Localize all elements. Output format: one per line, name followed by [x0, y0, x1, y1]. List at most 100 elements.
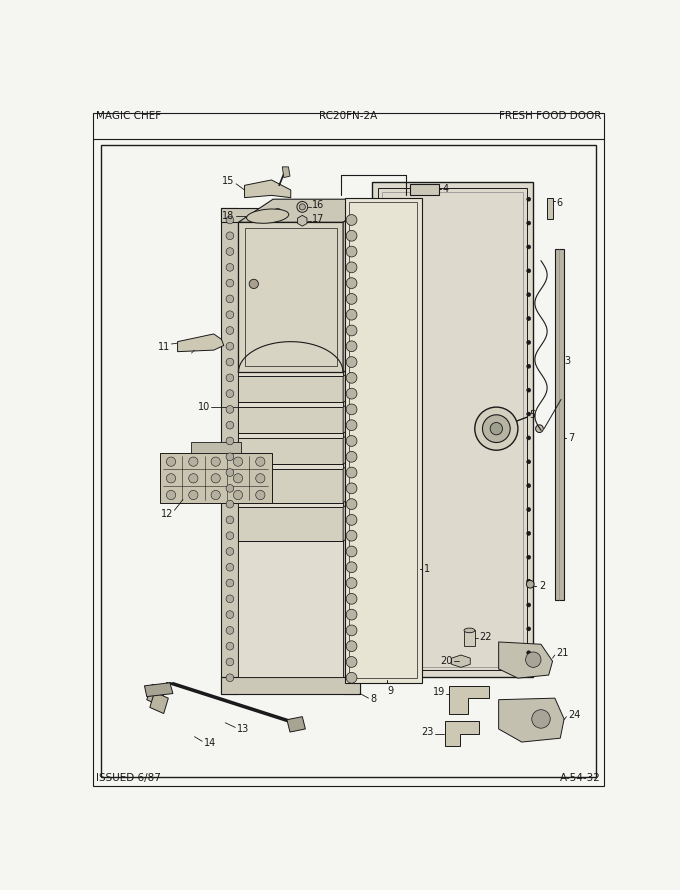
Circle shape [226, 674, 234, 682]
Polygon shape [239, 407, 343, 433]
Circle shape [167, 490, 175, 499]
Circle shape [346, 483, 357, 494]
Circle shape [346, 625, 357, 635]
Bar [464, 630, 475, 646]
Circle shape [226, 232, 234, 239]
Ellipse shape [247, 209, 289, 223]
Polygon shape [445, 721, 479, 746]
Circle shape [226, 595, 234, 603]
Circle shape [226, 358, 234, 366]
Text: 22: 22 [479, 632, 492, 642]
Text: 8: 8 [370, 693, 376, 703]
Circle shape [226, 579, 234, 587]
Circle shape [475, 407, 518, 450]
Polygon shape [144, 683, 173, 697]
Text: 2: 2 [539, 581, 546, 591]
Text: 1: 1 [424, 563, 430, 574]
Circle shape [346, 435, 357, 447]
Polygon shape [345, 198, 422, 683]
Circle shape [527, 245, 530, 249]
Text: A-54-32: A-54-32 [560, 773, 601, 783]
Circle shape [346, 420, 357, 431]
Circle shape [526, 652, 541, 668]
Polygon shape [343, 208, 360, 693]
Polygon shape [343, 362, 364, 402]
Circle shape [297, 201, 307, 213]
Text: 7: 7 [568, 433, 574, 443]
Circle shape [299, 204, 305, 210]
Circle shape [226, 327, 234, 335]
Text: 15: 15 [222, 175, 235, 186]
Bar [190, 441, 241, 453]
Polygon shape [222, 208, 239, 693]
Text: RC20FN-2A: RC20FN-2A [320, 110, 377, 121]
Circle shape [226, 406, 234, 413]
Circle shape [527, 198, 530, 201]
Circle shape [249, 279, 258, 288]
Text: 3: 3 [564, 356, 571, 366]
Text: 13: 13 [237, 724, 249, 734]
Polygon shape [245, 180, 291, 198]
Circle shape [256, 490, 265, 499]
Text: ISSUED 6/87: ISSUED 6/87 [96, 773, 160, 783]
Polygon shape [498, 642, 553, 678]
Circle shape [226, 263, 234, 271]
Circle shape [527, 269, 530, 272]
Circle shape [226, 658, 234, 666]
Polygon shape [239, 507, 343, 541]
Circle shape [346, 514, 357, 525]
Text: 6: 6 [556, 198, 562, 207]
Polygon shape [498, 698, 564, 742]
Circle shape [189, 457, 198, 466]
Circle shape [346, 451, 357, 462]
Circle shape [346, 231, 357, 241]
Circle shape [527, 603, 530, 607]
Ellipse shape [464, 628, 475, 633]
Text: 19: 19 [432, 687, 445, 697]
Text: 11: 11 [158, 343, 170, 352]
Circle shape [226, 437, 234, 445]
Circle shape [226, 374, 234, 382]
Polygon shape [343, 199, 378, 372]
Text: 24: 24 [568, 710, 580, 720]
Circle shape [536, 425, 543, 433]
Circle shape [226, 421, 234, 429]
Circle shape [490, 423, 503, 435]
Circle shape [483, 415, 510, 442]
Circle shape [532, 709, 550, 728]
Polygon shape [343, 424, 364, 464]
Circle shape [346, 672, 357, 684]
Bar [547, 198, 554, 219]
Polygon shape [452, 655, 471, 668]
Circle shape [346, 578, 357, 588]
Circle shape [226, 500, 234, 508]
Circle shape [167, 473, 175, 483]
Text: 16: 16 [312, 200, 324, 210]
Text: 14: 14 [204, 738, 216, 748]
Circle shape [527, 341, 530, 344]
Polygon shape [147, 684, 165, 706]
Text: 17: 17 [312, 214, 324, 224]
Circle shape [226, 279, 234, 287]
Polygon shape [343, 393, 364, 433]
Circle shape [346, 278, 357, 288]
Circle shape [527, 555, 530, 559]
Circle shape [226, 247, 234, 255]
Circle shape [346, 357, 357, 368]
Text: 10: 10 [198, 402, 210, 412]
Polygon shape [222, 676, 360, 693]
Bar [410, 184, 439, 195]
Circle shape [346, 498, 357, 509]
Circle shape [346, 594, 357, 604]
Text: 23: 23 [421, 727, 433, 737]
Circle shape [346, 530, 357, 541]
Circle shape [226, 611, 234, 619]
Circle shape [346, 341, 357, 352]
Circle shape [226, 516, 234, 523]
Polygon shape [371, 182, 533, 676]
Circle shape [226, 311, 234, 319]
Text: 20: 20 [440, 656, 452, 667]
Polygon shape [287, 716, 305, 732]
Circle shape [211, 473, 220, 483]
Polygon shape [177, 334, 224, 352]
